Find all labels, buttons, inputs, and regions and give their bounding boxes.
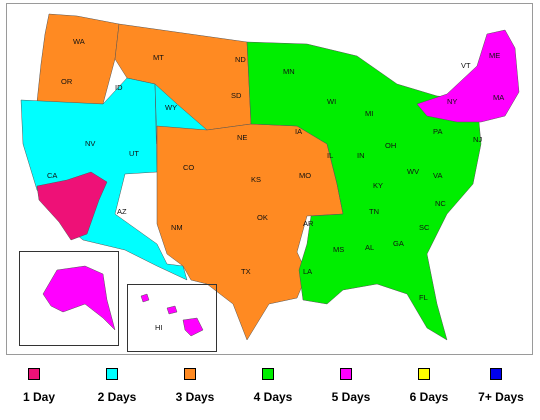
hawaii-inset [127,284,217,352]
label-al: AL [365,243,374,252]
legend-label: 7+ Days [478,390,524,404]
label-nc: NC [435,199,446,208]
label-me: ME [489,51,500,60]
label-ca: CA [47,171,57,180]
label-in: IN [357,151,365,160]
legend-swatch [340,368,352,380]
label-ne: NE [237,133,247,142]
label-fl: FL [419,293,428,302]
transit-map: WA OR CA NV ID MT WY UT AZ CO NM ND SD N… [6,3,533,355]
region-wa-or [36,13,120,105]
legend-item-3-days: 3 Days [156,368,234,414]
legend-item-6-days: 6 Days [390,368,468,414]
legend-label: 5 Days [331,390,371,404]
label-ok: OK [257,213,268,222]
label-vt: VT [461,61,471,70]
us-map: WA OR CA NV ID MT WY UT AZ CO NM ND SD N… [20,13,520,341]
label-ut: UT [129,149,139,158]
label-pa: PA [433,127,442,136]
legend-item-1-day: 1 Day [0,368,78,414]
label-co: CO [183,163,194,172]
label-wy: WY [165,103,177,112]
legend-item-2-days: 2 Days [78,368,156,414]
label-mn: MN [283,67,295,76]
label-hi: HI [155,323,163,332]
label-tn: TN [369,207,379,216]
legend-label: 3 Days [175,390,215,404]
legend-label: 2 Days [97,390,137,404]
label-ny: NY [447,97,457,106]
label-sd: SD [231,91,242,100]
label-ms: MS [333,245,344,254]
label-ar: AR [303,219,314,228]
label-nd: ND [235,55,246,64]
label-wv: WV [407,167,419,176]
label-nj: NJ [473,135,482,144]
legend-item-7-plus-days: 7+ Days [462,368,540,414]
legend-item-5-days: 5 Days [312,368,390,414]
label-ma: MA [493,93,504,102]
legend-swatch [418,368,430,380]
label-va: VA [433,171,442,180]
legend: 1 Day 2 Days 3 Days 4 Days 5 Days 6 Days… [0,362,540,420]
legend-item-4-days: 4 Days [234,368,312,414]
label-id: ID [115,83,123,92]
label-nm: NM [171,223,183,232]
alaska-inset [19,251,119,346]
region-alaska [42,265,116,331]
region-hawaii [140,293,204,337]
legend-label: 6 Days [409,390,449,404]
legend-swatch [184,368,196,380]
legend-swatch [490,368,502,380]
legend-swatch [262,368,274,380]
label-ks: KS [251,175,261,184]
label-ia: IA [295,127,302,136]
label-mi: MI [365,109,373,118]
label-mt: MT [153,53,164,62]
label-tx: TX [241,267,251,276]
region-northeast [416,29,520,123]
label-la: LA [303,267,312,276]
label-wa: WA [73,37,85,46]
legend-swatch [28,368,40,380]
legend-swatch [106,368,118,380]
legend-label: 1 Day [22,390,56,404]
label-wi: WI [327,97,336,106]
region-socal [36,171,108,241]
label-ga: GA [393,239,404,248]
label-mo: MO [299,171,311,180]
label-oh: OH [385,141,396,150]
label-or: OR [61,77,73,86]
label-sc: SC [419,223,430,232]
label-il: IL [327,151,333,160]
label-nv: NV [85,139,95,148]
label-ky: KY [373,181,383,190]
label-az: AZ [117,207,127,216]
legend-label: 4 Days [253,390,293,404]
